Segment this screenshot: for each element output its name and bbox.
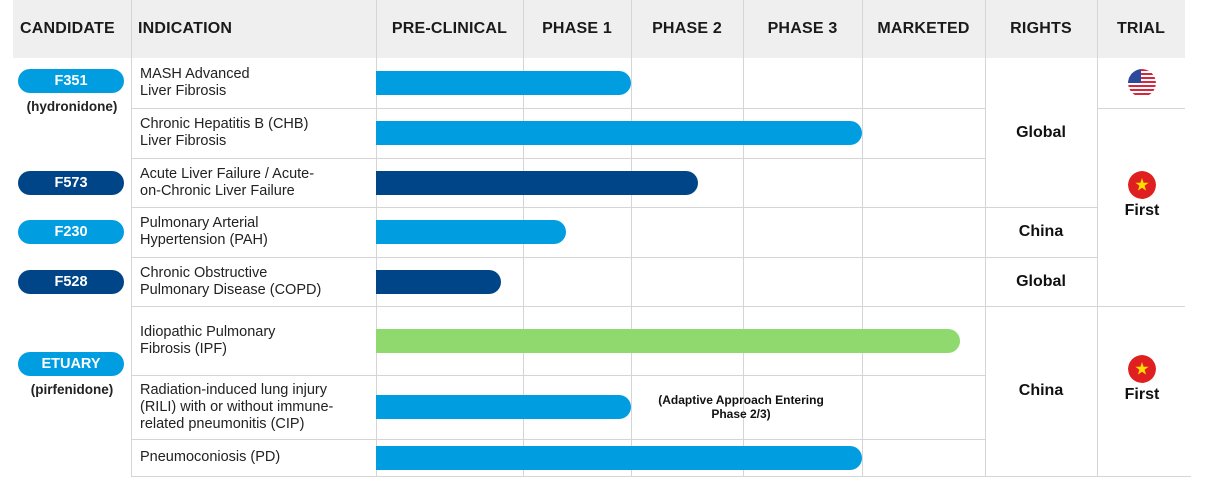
rights-label: Global	[1016, 123, 1066, 141]
grid-hline	[131, 476, 1191, 477]
trial-label: First	[1124, 386, 1160, 403]
progress-bar	[376, 220, 567, 244]
column-header: MARKETED	[877, 20, 970, 37]
stage-note: Phase 2/3)	[711, 407, 771, 421]
grid-vline	[862, 0, 863, 476]
column-header: RIGHTS	[1010, 20, 1072, 37]
grid-vline	[743, 0, 744, 476]
grid-vline	[131, 0, 132, 476]
indication-label: Pneumoconiosis (PD)	[140, 449, 281, 465]
indication-label: Hypertension (PAH)	[140, 232, 268, 248]
us-flag-icon	[1128, 69, 1156, 97]
china-flag-icon	[1128, 171, 1156, 199]
grid-vline	[631, 0, 632, 476]
indication-label: on-Chronic Liver Failure	[140, 182, 295, 199]
candidate-pill: F528	[18, 269, 124, 294]
candidate-alias: (hydronidone)	[26, 99, 118, 114]
china-flag-icon	[1128, 355, 1156, 383]
indication-label: Pulmonary Disease (COPD)	[140, 281, 322, 298]
column-header: PHASE 2	[652, 20, 722, 37]
grid-vline	[1097, 0, 1098, 476]
indication-label: related pneumonitis (CIP)	[140, 415, 305, 432]
column-header: INDICATION	[138, 20, 233, 37]
grid-hline	[1097, 108, 1185, 109]
rights-label: China	[1018, 223, 1064, 240]
grid-hline	[985, 306, 1097, 307]
indication-label: Chronic Hepatitis B (CHB)	[140, 116, 309, 132]
rights-label: China	[1018, 382, 1064, 399]
grid-hline	[131, 257, 985, 258]
progress-bar	[376, 445, 862, 470]
grid-hline	[1097, 306, 1185, 307]
indication-label: Radiation-induced lung injury	[140, 381, 328, 398]
progress-bar	[376, 170, 699, 195]
trial-label: First	[1124, 202, 1160, 219]
grid-hline	[131, 158, 985, 159]
candidate-pill: ETUARY	[18, 352, 124, 376]
column-header: PHASE 3	[767, 20, 838, 37]
indication-label: Liver Fibrosis	[140, 133, 227, 149]
header-band	[13, 0, 1185, 58]
column-header: PHASE 1	[542, 20, 612, 37]
column-header: PRE-CLINICAL	[391, 20, 508, 37]
progress-bar	[376, 328, 961, 353]
stage-note: (Adaptive Approach Entering	[658, 393, 824, 407]
rights-label: Global	[1016, 272, 1066, 290]
indication-label: (RILI) with or without immune-	[140, 398, 334, 415]
grid-hline	[985, 257, 1097, 258]
candidate-pill: F351	[18, 69, 124, 93]
progress-bar	[376, 121, 862, 145]
progress-bar	[376, 71, 631, 95]
grid-hline	[131, 439, 985, 440]
grid-hline	[131, 108, 985, 109]
indication-label: Liver Fibrosis	[140, 83, 227, 99]
indication-label: MASH Advanced	[140, 66, 250, 82]
indication-label: Chronic Obstructive	[140, 264, 268, 281]
indication-label: Idiopathic Pulmonary	[140, 323, 276, 340]
column-header: TRIAL	[1116, 20, 1166, 37]
grid-vline	[985, 0, 986, 476]
progress-bar	[376, 269, 501, 294]
progress-bar	[376, 395, 631, 419]
candidate-pill: F573	[18, 170, 124, 195]
grid-hline	[131, 306, 985, 307]
indication-label: Pulmonary Arterial	[140, 215, 259, 231]
indication-label: Fibrosis (IPF)	[140, 340, 227, 357]
column-header: CANDIDATE	[20, 20, 115, 37]
candidate-pill: F230	[18, 220, 124, 244]
indication-label: Acute Liver Failure / Acute-	[140, 165, 315, 182]
grid-hline	[985, 207, 1097, 208]
candidate-alias: (pirfenidone)	[30, 382, 114, 397]
grid-hline	[131, 207, 985, 208]
grid-hline	[131, 375, 985, 376]
